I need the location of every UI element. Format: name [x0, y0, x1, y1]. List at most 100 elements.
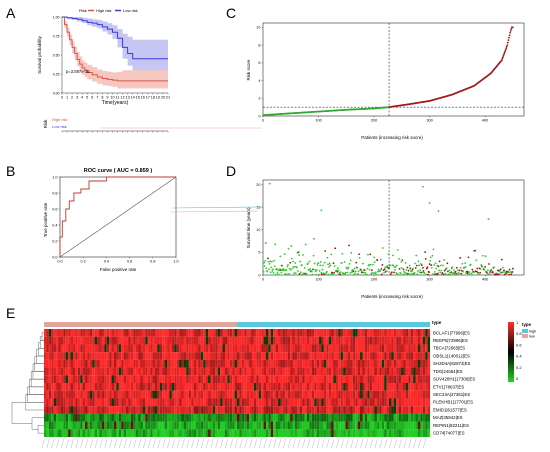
heatmap-cell	[280, 383, 283, 391]
heatmap-cell	[174, 429, 177, 438]
heatmap-cell	[287, 429, 291, 438]
heatmap-cell	[89, 406, 93, 414]
heatmap-cell	[239, 359, 242, 368]
heatmap-cell	[278, 336, 281, 345]
heatmap-cell	[367, 406, 370, 414]
heatmap-cell	[72, 344, 76, 353]
survival-point-dead	[352, 270, 355, 273]
heatmap-cell	[321, 383, 324, 391]
heatmap-cell	[142, 329, 146, 337]
heatmap-cell	[357, 413, 361, 422]
survival-point-alive	[490, 270, 493, 272]
survival-point-dead	[430, 264, 433, 267]
heatmap-cell	[333, 375, 336, 384]
heatmap-cell	[164, 359, 168, 368]
heatmap-cell	[208, 336, 211, 345]
heatmap-cell	[106, 367, 110, 376]
heatmap-cell	[222, 329, 225, 337]
heatmap-cell	[340, 336, 344, 345]
heatmap-cell	[113, 383, 117, 391]
heatmap-cell	[232, 383, 235, 391]
heatmap-cell	[401, 329, 404, 337]
heatmap-cell	[169, 429, 172, 438]
heatmap-cell	[65, 367, 69, 376]
heatmap-cell	[234, 421, 238, 430]
heatmap-cell	[116, 390, 119, 399]
heatmap-cell	[106, 421, 110, 430]
heatmap-cell	[420, 359, 423, 368]
heatmap-cell	[85, 336, 88, 345]
heatmap-cell	[381, 421, 385, 430]
survival-point-alive	[272, 268, 274, 271]
heatmap-cell	[77, 390, 81, 399]
heatmap-cell	[92, 406, 95, 414]
heatmap-cell	[179, 367, 182, 376]
heatmap-cell	[265, 406, 269, 414]
heatmap-cell	[314, 406, 317, 414]
heatmap-cell	[80, 390, 83, 399]
heatmap-cell	[290, 352, 293, 360]
heatmap-cell	[372, 398, 375, 407]
heatmap-cell	[292, 390, 295, 399]
heatmap-cell	[109, 344, 112, 353]
panel-b-letter: B	[6, 163, 15, 179]
heatmap-cell	[335, 375, 339, 384]
heatmap-cell	[316, 390, 320, 399]
heatmap-cell	[249, 413, 252, 422]
heatmap-cell	[294, 336, 298, 345]
heatmap-cell	[319, 359, 322, 368]
heatmap-cell	[157, 383, 160, 391]
heatmap-cell	[46, 429, 49, 438]
heatmap-cell	[249, 383, 252, 391]
heatmap-cell	[176, 359, 180, 368]
heatmap-cell	[145, 359, 148, 368]
heatmap-cell	[282, 329, 286, 337]
survival-point-alive	[322, 264, 324, 267]
heatmap-cell	[244, 406, 247, 414]
heatmap-cell	[258, 406, 262, 414]
survival-point-alive	[277, 273, 280, 276]
survival-point-alive	[354, 272, 357, 275]
heatmap-cell	[51, 429, 54, 438]
heatmap-cell	[410, 390, 414, 399]
heatmap-cell	[224, 329, 228, 337]
heatmap-cell	[113, 344, 117, 353]
heatmap-cell	[261, 390, 264, 399]
heatmap-cell	[229, 359, 233, 368]
km-x-tick-label: 12	[120, 96, 124, 100]
survival-x-tick-label: 200	[371, 278, 377, 282]
heatmap-cell	[275, 336, 279, 345]
heatmap-cell	[232, 329, 235, 337]
heatmap-cell	[87, 429, 90, 438]
heatmap-cell	[87, 383, 90, 391]
heatmap-cell	[44, 336, 47, 345]
heatmap-cell	[169, 413, 172, 422]
heatmap-cell	[176, 375, 180, 384]
heatmap-cell	[415, 329, 418, 337]
heatmap-cell	[65, 390, 69, 399]
color-scale-step	[508, 370, 514, 373]
heatmap-cell	[53, 390, 57, 399]
heatmap-cell	[294, 352, 298, 360]
heatmap-cell	[92, 367, 95, 376]
heatmap-cell	[355, 344, 358, 353]
heatmap-cell	[224, 344, 228, 353]
heatmap-cell	[357, 329, 361, 337]
heatmap-cell	[364, 359, 368, 368]
heatmap-cell	[280, 421, 283, 430]
survival-point-alive	[288, 267, 291, 270]
heatmap-cell	[379, 406, 382, 414]
heatmap-cell	[133, 421, 136, 430]
heatmap-cell	[116, 352, 119, 360]
heatmap-cell	[176, 352, 180, 360]
survival-xlabel: Patients (increasing risk socre)	[361, 294, 423, 299]
heatmap-cell	[159, 344, 163, 353]
heatmap-cell	[65, 359, 69, 368]
heatmap-cell	[427, 406, 431, 414]
heatmap-cell	[123, 390, 127, 399]
heatmap-cell	[352, 359, 356, 368]
heatmap-cell	[417, 398, 421, 407]
heatmap-cell	[65, 383, 69, 391]
survival-point-alive	[429, 256, 432, 259]
heatmap-cell	[188, 429, 192, 438]
